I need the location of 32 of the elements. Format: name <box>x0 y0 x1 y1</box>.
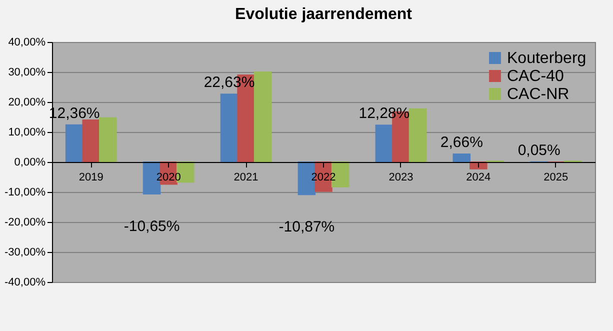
bar <box>220 94 238 162</box>
x-tick-label: 2023 <box>388 172 414 184</box>
y-tick-label: -40,00% <box>4 276 46 288</box>
data-label: 12,28% <box>358 105 410 122</box>
y-tick-label: 40,00% <box>8 36 46 48</box>
bar <box>65 124 84 162</box>
data-label: -10,65% <box>124 218 180 235</box>
legend-label: CAC-40 <box>507 68 564 85</box>
bar <box>452 154 471 162</box>
x-tick-label: 2025 <box>544 172 568 184</box>
bar <box>99 117 117 162</box>
y-tick-label: -20,00% <box>4 216 46 228</box>
y-tick-label: 0,00% <box>14 156 46 168</box>
x-tick-label: 2024 <box>466 172 491 184</box>
x-tick-label: 2021 <box>234 172 258 184</box>
bar <box>408 108 427 162</box>
y-tick-label: -30,00% <box>4 246 46 258</box>
y-tick-label: 30,00% <box>8 66 46 78</box>
data-label: 0,05% <box>518 142 560 159</box>
data-label: 2,66% <box>440 134 483 152</box>
legend-label: Kouterberg <box>507 50 586 67</box>
y-tick-label: -10,00% <box>4 186 46 198</box>
chart-title: Evolutie jaarrendement <box>235 6 413 23</box>
x-tick-label: 2019 <box>78 172 104 184</box>
bar <box>254 72 272 162</box>
data-label: -10,87% <box>278 218 335 236</box>
bar <box>82 120 100 162</box>
bar <box>470 162 488 170</box>
legend-label: CAC-NR <box>507 86 570 103</box>
bar <box>375 124 394 162</box>
y-tick-label: 10,00% <box>8 126 46 138</box>
y-tick-label: 20,00% <box>8 96 46 108</box>
